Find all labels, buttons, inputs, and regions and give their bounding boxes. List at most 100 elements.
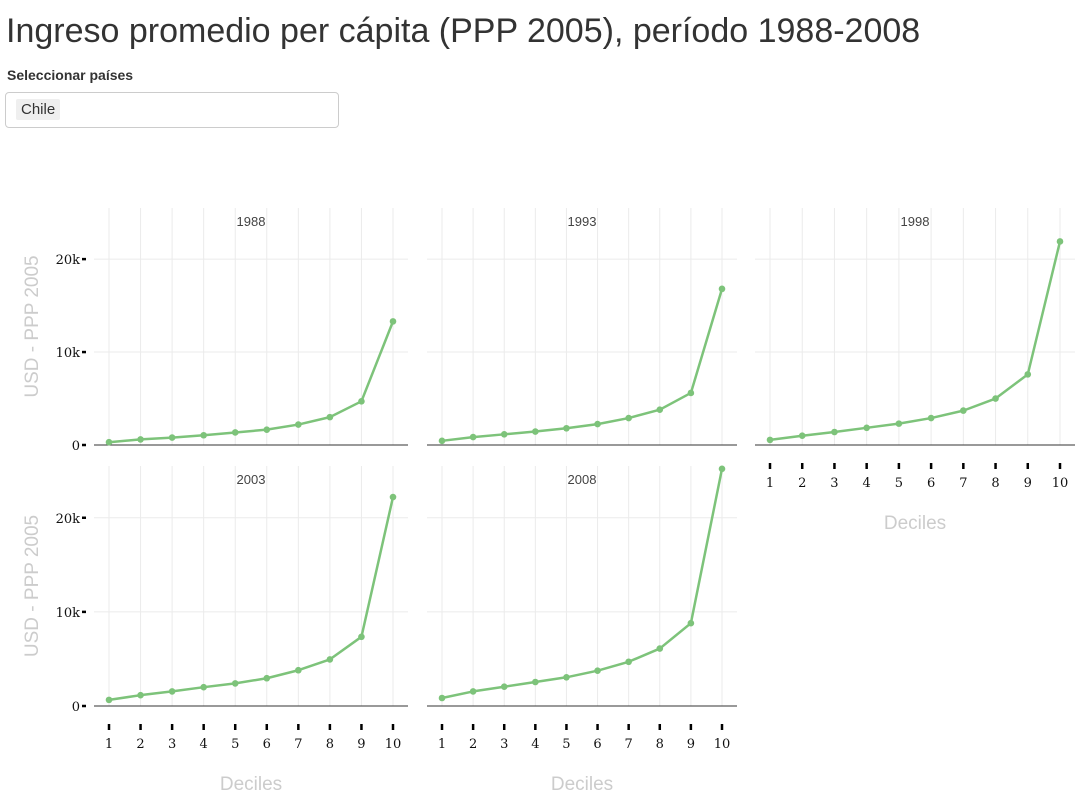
data-point bbox=[895, 420, 903, 427]
data-point bbox=[687, 619, 695, 627]
x-tick-label: 9 bbox=[1024, 476, 1032, 491]
series-line-1998 bbox=[769, 241, 1062, 442]
data-point bbox=[500, 683, 508, 691]
x-tick-label: 6 bbox=[927, 476, 935, 491]
y-tick-label: 0 bbox=[72, 700, 80, 715]
x-tick-label: 10 bbox=[1052, 476, 1069, 491]
data-point bbox=[992, 395, 999, 402]
x-axis-title: Deciles bbox=[884, 513, 946, 534]
data-point bbox=[137, 691, 144, 699]
y-tick-label: 20k bbox=[56, 512, 81, 527]
panel-title-1988: 1988 bbox=[237, 214, 266, 229]
data-point bbox=[625, 658, 632, 666]
data-point bbox=[656, 406, 664, 413]
data-point bbox=[469, 688, 477, 695]
data-point bbox=[532, 428, 539, 435]
data-point bbox=[718, 285, 726, 293]
x-tick-label: 1 bbox=[766, 476, 774, 491]
x-tick-label: 2 bbox=[469, 737, 477, 752]
data-point bbox=[389, 493, 397, 501]
data-point bbox=[438, 694, 446, 702]
x-tick-label: 3 bbox=[830, 476, 838, 491]
page-title: Ingreso promedio per cápita (PPP 2005), … bbox=[6, 12, 921, 50]
data-point bbox=[594, 667, 601, 675]
selected-country-chip[interactable]: Chile bbox=[16, 99, 61, 120]
data-point bbox=[231, 680, 239, 687]
data-point bbox=[625, 414, 632, 422]
panel-title-2008: 2008 bbox=[568, 472, 597, 487]
x-tick-label: 1 bbox=[438, 737, 446, 752]
x-tick-label: 6 bbox=[263, 737, 271, 752]
data-point bbox=[469, 433, 477, 441]
x-axis-title: Deciles bbox=[551, 774, 613, 795]
data-point bbox=[231, 429, 239, 436]
data-point bbox=[137, 436, 144, 443]
data-point bbox=[500, 431, 508, 438]
data-point bbox=[200, 431, 207, 439]
x-tick-label: 4 bbox=[863, 476, 871, 491]
series-line-1988 bbox=[108, 320, 395, 444]
data-point bbox=[1024, 371, 1032, 378]
x-tick-label: 5 bbox=[562, 737, 570, 752]
data-point bbox=[389, 318, 397, 325]
x-tick-label: 2 bbox=[798, 476, 806, 491]
data-point bbox=[687, 389, 695, 397]
x-tick-label: 7 bbox=[625, 737, 633, 752]
x-tick-label: 9 bbox=[357, 737, 365, 752]
y-axis-title: USD - PPP 2005 bbox=[22, 255, 43, 397]
country-select-input[interactable]: Chile bbox=[5, 92, 339, 128]
data-point bbox=[1056, 238, 1064, 245]
x-tick-label: 8 bbox=[656, 737, 664, 752]
data-point bbox=[295, 666, 302, 674]
x-tick-label: 5 bbox=[231, 737, 239, 752]
data-point bbox=[263, 674, 271, 682]
data-point bbox=[168, 434, 176, 441]
data-point bbox=[105, 438, 113, 446]
data-point bbox=[594, 420, 601, 428]
data-point bbox=[863, 424, 870, 432]
data-point bbox=[766, 436, 774, 444]
data-point bbox=[438, 437, 446, 445]
data-point bbox=[358, 633, 365, 641]
data-point bbox=[718, 465, 726, 473]
data-point bbox=[831, 428, 838, 436]
x-axis-title: Deciles bbox=[220, 774, 282, 795]
panel-title-1993: 1993 bbox=[568, 214, 597, 229]
y-axis-title: USD - PPP 2005 bbox=[22, 515, 43, 657]
data-point bbox=[200, 683, 207, 691]
x-tick-label: 6 bbox=[593, 737, 601, 752]
y-tick-label: 20k bbox=[56, 253, 81, 268]
x-tick-label: 7 bbox=[294, 737, 302, 752]
data-point bbox=[295, 421, 302, 428]
series-line-1993 bbox=[441, 288, 724, 443]
x-tick-label: 3 bbox=[168, 737, 176, 752]
data-point bbox=[168, 688, 176, 695]
x-tick-label: 9 bbox=[687, 737, 695, 752]
data-point bbox=[656, 645, 664, 652]
data-point bbox=[358, 398, 365, 405]
x-tick-label: 8 bbox=[326, 737, 334, 752]
data-point bbox=[326, 413, 334, 421]
data-point bbox=[927, 414, 935, 422]
data-point bbox=[105, 696, 113, 704]
x-tick-label: 2 bbox=[136, 737, 144, 752]
data-point bbox=[326, 656, 334, 663]
data-point bbox=[798, 432, 806, 440]
data-point bbox=[263, 426, 271, 433]
x-tick-label: 10 bbox=[385, 737, 402, 752]
data-point bbox=[563, 673, 570, 681]
y-tick-label: 10k bbox=[56, 606, 81, 621]
x-tick-label: 10 bbox=[714, 737, 731, 752]
x-tick-label: 5 bbox=[895, 476, 903, 491]
y-tick-label: 0 bbox=[72, 439, 80, 454]
series-line-2003 bbox=[108, 496, 395, 702]
series-line-2008 bbox=[441, 468, 724, 700]
x-tick-label: 1 bbox=[105, 737, 113, 752]
country-select-label: Seleccionar países bbox=[7, 67, 134, 83]
data-point bbox=[563, 424, 570, 432]
panel-title-2003: 2003 bbox=[237, 472, 266, 487]
x-tick-label: 4 bbox=[531, 737, 539, 752]
data-point bbox=[960, 407, 967, 414]
panel-title-1998: 1998 bbox=[901, 214, 930, 229]
